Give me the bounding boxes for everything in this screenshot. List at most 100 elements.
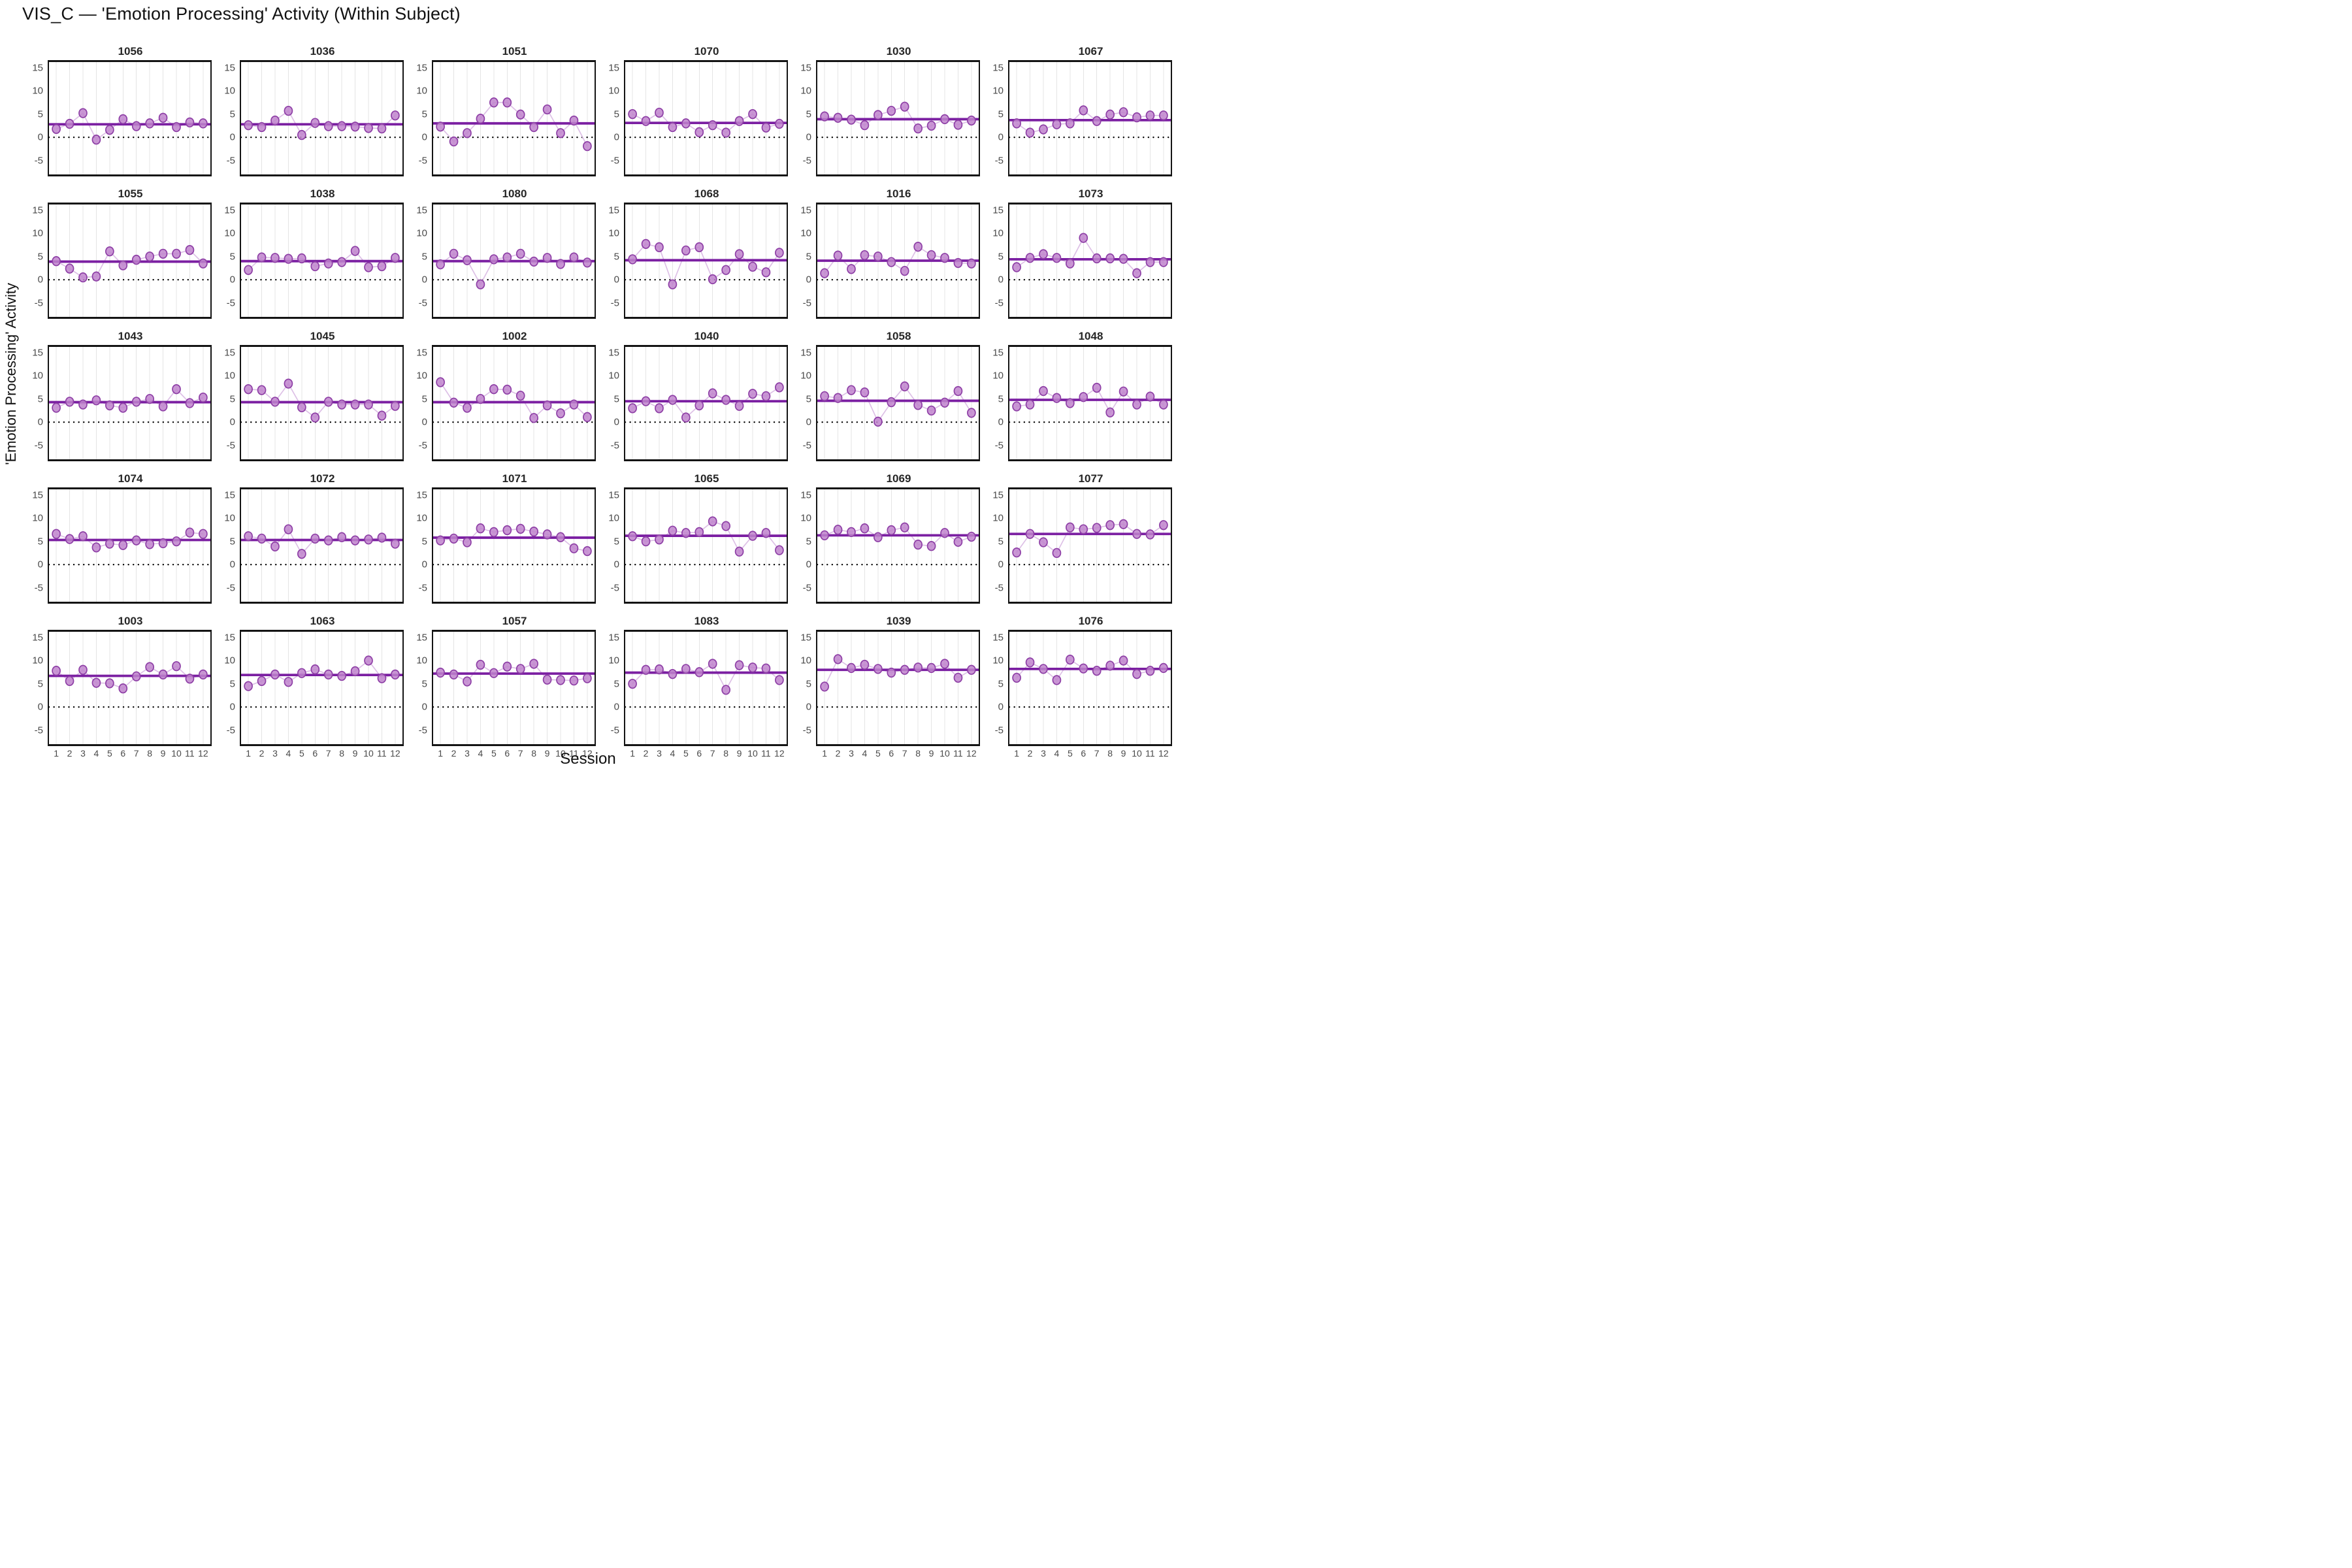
- data-point: [118, 540, 128, 550]
- y-axis-ticks: 15 10 5 0 -5: [213, 345, 240, 457]
- facet-panel: [1008, 487, 1172, 604]
- series-line: [1016, 109, 1164, 133]
- data-point: [833, 654, 843, 664]
- facet-title: 1051: [502, 45, 527, 57]
- facet-plot: [625, 632, 787, 744]
- y-tick-label: 15: [224, 62, 235, 74]
- x-tick-label: 11: [761, 748, 771, 759]
- y-tick-label: 0: [998, 559, 1004, 570]
- data-point: [556, 408, 565, 419]
- y-axis-ticks: 15 10 5 0 -5: [21, 487, 48, 600]
- y-tick-label: -5: [610, 582, 619, 594]
- x-tick-label: 1: [822, 748, 828, 759]
- facet-title: 1055: [118, 188, 143, 200]
- facet-panel: [1008, 345, 1172, 461]
- data-point: [145, 539, 155, 549]
- y-tick-label: 15: [992, 489, 1004, 501]
- y-tick-label: -5: [418, 440, 427, 451]
- data-point: [1145, 666, 1155, 676]
- x-tick-label: 5: [875, 748, 881, 759]
- data-point: [391, 110, 400, 121]
- facet-1040: 1040 15 10 5 0 -5: [597, 319, 789, 461]
- x-tick-label: 3: [657, 748, 662, 759]
- y-axis-ticks: 15 10 5 0 -5: [597, 630, 624, 742]
- series-line: [56, 665, 204, 689]
- data-point: [913, 662, 923, 673]
- facet-1048: 1048 15 10 5 0 -5: [981, 319, 1173, 461]
- y-tick-label: 15: [800, 489, 811, 501]
- data-point: [556, 259, 565, 269]
- facet-panel: [624, 203, 788, 319]
- y-tick-label: 0: [998, 131, 1004, 143]
- data-point: [323, 669, 333, 680]
- data-point: [172, 384, 181, 395]
- data-point: [668, 395, 678, 405]
- x-tick-label: 8: [147, 748, 153, 759]
- data-point: [1025, 253, 1035, 263]
- data-point: [748, 389, 757, 399]
- y-tick-label: 5: [998, 251, 1004, 263]
- data-point: [118, 683, 128, 694]
- y-tick-label: 10: [32, 85, 43, 97]
- data-point: [569, 252, 579, 263]
- data-point: [556, 675, 565, 685]
- data-point: [1105, 520, 1115, 531]
- data-point: [284, 677, 293, 687]
- data-point: [1025, 127, 1035, 138]
- y-tick-label: -5: [994, 440, 1004, 451]
- data-point: [131, 397, 141, 407]
- x-tick-label: 4: [862, 748, 868, 759]
- data-point: [310, 533, 320, 544]
- series-line: [440, 527, 588, 552]
- facet-plot: [433, 489, 595, 602]
- data-point: [847, 114, 856, 125]
- x-tick-label: 4: [670, 748, 676, 759]
- x-axis-ticks: 1 2 3 4 5 6 7 8 9 10 11 12: [1008, 746, 1172, 762]
- x-axis-label: Session: [560, 750, 616, 768]
- x-tick-label: 1: [630, 748, 636, 759]
- y-tick-label: -5: [418, 155, 427, 167]
- data-point: [694, 127, 704, 137]
- data-point: [185, 674, 195, 684]
- data-point: [761, 391, 771, 401]
- facet-panel: [816, 345, 980, 461]
- x-tick-label: 2: [643, 748, 649, 759]
- x-tick-label: 7: [710, 748, 715, 759]
- facet-1072: 1072 15 10 5 0 -5: [213, 461, 405, 604]
- y-tick-label: 0: [613, 559, 619, 570]
- y-tick-label: 0: [613, 274, 619, 286]
- y-tick-label: 0: [806, 131, 811, 143]
- data-point: [1105, 407, 1115, 417]
- data-point: [436, 377, 445, 387]
- facet-1071: 1071 15 10 5 0 -5: [405, 461, 597, 604]
- y-tick-label: 15: [32, 347, 43, 359]
- y-tick-label: -5: [994, 155, 1004, 167]
- y-axis-ticks: 15 10 5 0 -5: [597, 487, 624, 600]
- y-tick-label: 0: [421, 559, 427, 570]
- x-tick-label: 10: [171, 748, 182, 759]
- facet-title: 1080: [502, 188, 527, 200]
- y-tick-label: -5: [418, 297, 427, 309]
- y-tick-label: 15: [224, 347, 235, 359]
- data-point: [270, 115, 280, 126]
- y-axis-ticks: 15 10 5 0 -5: [21, 345, 48, 457]
- data-point: [310, 261, 320, 272]
- data-point: [1079, 524, 1088, 534]
- data-point: [1079, 105, 1088, 116]
- facet-1003: 1003 15 10 5 0 -5 1 2 3 4 5 6 7 8 9 10 11 12: [21, 604, 213, 762]
- data-point: [900, 101, 909, 112]
- data-point: [105, 538, 114, 549]
- x-tick-label: 4: [1054, 748, 1060, 759]
- y-tick-label: 15: [992, 62, 1004, 74]
- x-tick-label: 3: [272, 748, 278, 759]
- facet-plot: [433, 62, 595, 174]
- facet-panel: [48, 60, 212, 176]
- y-axis-ticks: 15 10 5 0 -5: [597, 345, 624, 457]
- series-line: [824, 385, 972, 423]
- facet-1068: 1068 15 10 5 0 -5: [597, 176, 789, 319]
- x-tick-label: 2: [835, 748, 841, 759]
- facet-1069: 1069 15 10 5 0 -5: [789, 461, 981, 604]
- data-point: [364, 655, 373, 666]
- x-tick-label: 6: [696, 748, 702, 759]
- y-tick-label: 15: [224, 204, 235, 216]
